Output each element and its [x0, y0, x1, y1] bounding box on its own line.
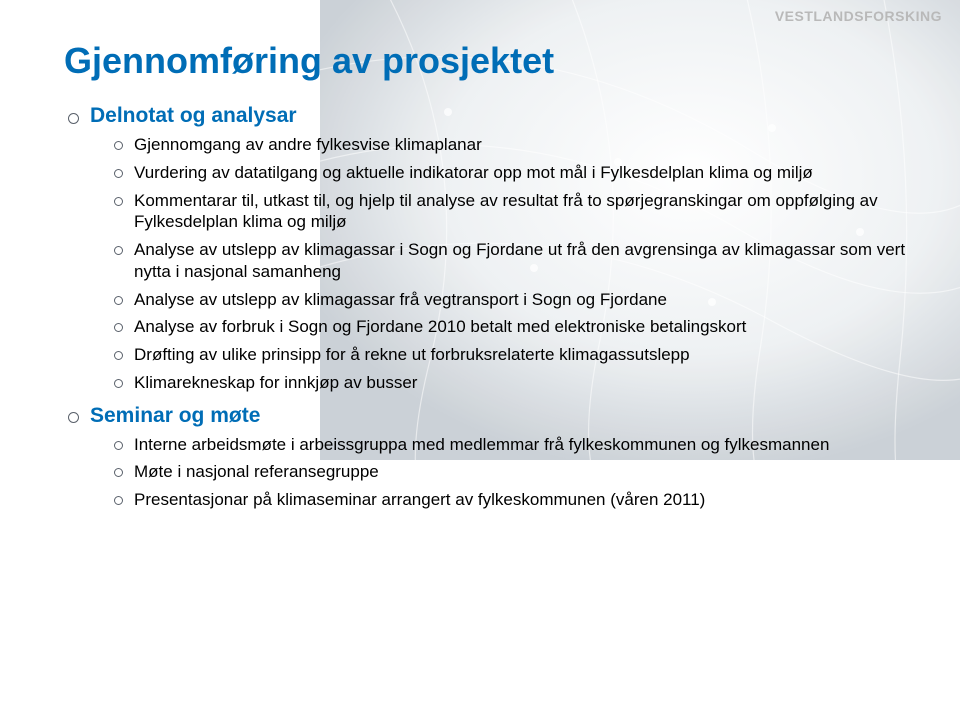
- list-item: Analyse av utslepp av klimagassar i Sogn…: [114, 239, 912, 283]
- list-item: Interne arbeidsmøte i arbeissgruppa med …: [114, 434, 912, 456]
- brand-logo: VESTLANDSFORSKING: [775, 8, 942, 24]
- page-title: Gjennomføring av prosjektet: [64, 40, 912, 82]
- list-item: Analyse av forbruk i Sogn og Fjordane 20…: [114, 316, 912, 338]
- list-item: Drøfting av ulike prinsipp for å rekne u…: [114, 344, 912, 366]
- list-item: Møte i nasjonal referansegruppe: [114, 461, 912, 483]
- section-delnotat: Delnotat og analysar Gjennomgang av andr…: [68, 104, 912, 394]
- outline-level1: Delnotat og analysar Gjennomgang av andr…: [68, 104, 912, 511]
- slide-content: Gjennomføring av prosjektet Delnotat og …: [0, 0, 960, 541]
- list-item: Gjennomgang av andre fylkesvise klimapla…: [114, 134, 912, 156]
- outline-level2: Gjennomgang av andre fylkesvise klimapla…: [114, 134, 912, 394]
- list-item: Presentasjonar på klimaseminar arrangert…: [114, 489, 912, 511]
- section-label: Seminar og møte: [90, 404, 260, 427]
- list-item: Kommentarar til, utkast til, og hjelp ti…: [114, 190, 912, 234]
- list-item: Klimarekneskap for innkjøp av busser: [114, 372, 912, 394]
- list-item: Analyse av utslepp av klimagassar frå ve…: [114, 289, 912, 311]
- list-item: Vurdering av datatilgang og aktuelle ind…: [114, 162, 912, 184]
- section-seminar: Seminar og møte Interne arbeidsmøte i ar…: [68, 404, 912, 511]
- outline-level2: Interne arbeidsmøte i arbeissgruppa med …: [114, 434, 912, 511]
- section-label: Delnotat og analysar: [90, 104, 297, 127]
